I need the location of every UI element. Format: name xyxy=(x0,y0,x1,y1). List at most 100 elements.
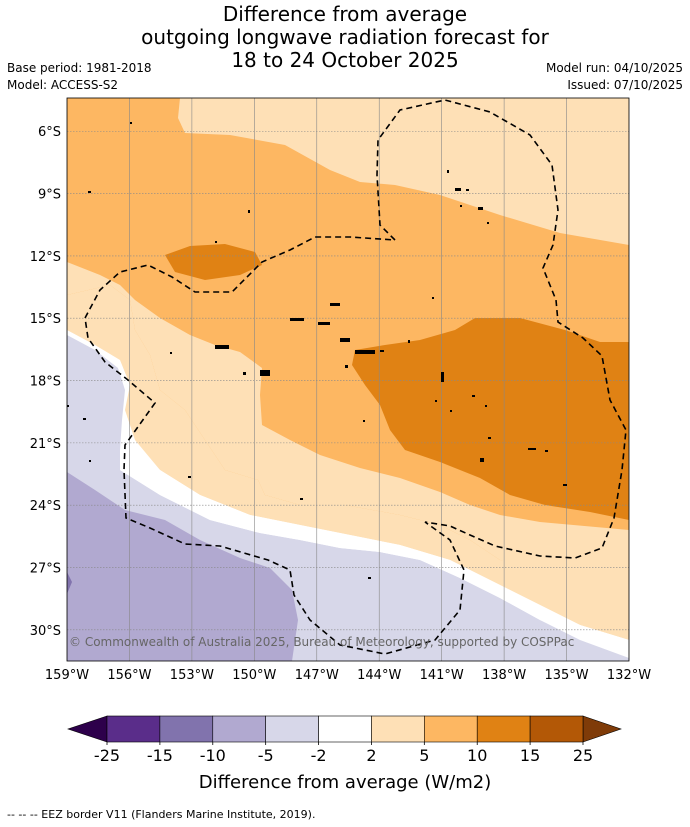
island xyxy=(368,577,371,579)
band-2-to-5-north xyxy=(178,98,629,245)
island xyxy=(130,122,132,124)
colorbar-swatch xyxy=(529,715,584,743)
title-line-1: Difference from average xyxy=(222,2,468,26)
lon-label: 147°W xyxy=(295,668,339,683)
island xyxy=(478,207,483,210)
colorbar-label: Difference from average (W/m2) xyxy=(199,772,491,793)
latitude-axis: 6°S 9°S 12°S 15°S 18°S 21°S 24°S 27°S 30°S xyxy=(30,125,61,639)
island xyxy=(363,420,365,422)
lat-label: 6°S xyxy=(38,125,61,140)
island xyxy=(455,188,461,191)
title-line-2: outgoing longwave radiation forecast for xyxy=(141,25,549,49)
island xyxy=(345,365,348,368)
lat-label: 24°S xyxy=(30,499,61,514)
island xyxy=(480,458,484,462)
colorbar-swatch xyxy=(424,715,478,743)
lat-label: 15°S xyxy=(30,312,61,327)
model-name: Model: ACCESS-S2 xyxy=(7,78,119,92)
band-2-to-5-tongue xyxy=(67,262,629,575)
island xyxy=(545,450,548,452)
lon-label: 150°W xyxy=(232,668,276,683)
model-run: Model run: 04/10/2025 xyxy=(545,61,683,75)
lat-label: 18°S xyxy=(30,375,61,390)
island xyxy=(460,205,462,207)
lat-label: 9°S xyxy=(38,188,61,203)
colorbar-tick-label: -10 xyxy=(200,746,226,765)
island xyxy=(188,476,191,478)
island xyxy=(300,498,303,500)
island xyxy=(243,372,246,375)
island xyxy=(83,418,86,420)
island xyxy=(528,448,536,450)
colorbar-swatch xyxy=(371,715,425,743)
colorbar-under-arrow xyxy=(67,715,108,743)
colorbar-tick-label: 25 xyxy=(573,746,593,765)
island xyxy=(260,370,270,376)
island xyxy=(447,170,449,173)
island xyxy=(441,372,444,382)
island xyxy=(488,437,491,439)
lat-label: 30°S xyxy=(30,624,61,639)
island xyxy=(450,410,452,412)
island xyxy=(318,322,330,325)
island xyxy=(485,405,487,407)
island xyxy=(340,338,350,342)
colorbar-swatch xyxy=(159,715,214,743)
lon-label: 135°W xyxy=(544,668,588,683)
lat-label: 21°S xyxy=(30,437,61,452)
eez-border xyxy=(84,99,627,655)
island xyxy=(170,352,172,354)
island xyxy=(88,191,91,193)
colorbar-tick-label: -25 xyxy=(94,746,120,765)
copyright-notice: © Commonwealth of Australia 2025, Bureau… xyxy=(69,635,574,649)
colorbar-tick-label: 2 xyxy=(366,746,376,765)
colorbar-tick-label: 15 xyxy=(520,746,540,765)
colorbar-tick-label: 5 xyxy=(419,746,429,765)
band-10-to-15-west xyxy=(165,244,262,280)
colorbar-tick-label: -15 xyxy=(147,746,173,765)
graticule xyxy=(67,98,629,661)
islands xyxy=(67,122,567,579)
base-period: Base period: 1981-2018 xyxy=(7,61,152,75)
colorbar-swatch xyxy=(212,715,266,743)
island xyxy=(248,210,250,213)
island xyxy=(355,350,375,354)
title-line-3: 18 to 24 October 2025 xyxy=(231,48,459,72)
lon-label: 156°W xyxy=(107,668,151,683)
map-frame xyxy=(66,97,630,662)
island xyxy=(563,484,567,486)
island xyxy=(435,400,437,402)
colorbar-over-arrow xyxy=(582,715,622,743)
band-minus-10-to-minus-15 xyxy=(67,572,72,594)
lon-label: 159°W xyxy=(45,668,89,683)
island xyxy=(290,318,304,321)
colorbar-tick-label: -5 xyxy=(258,746,274,765)
island xyxy=(466,189,469,191)
eez-legend: -- -- -- EEZ border V11 (Flanders Marine… xyxy=(7,808,316,821)
island xyxy=(330,303,340,306)
colorbar-tick-label: 10 xyxy=(467,746,487,765)
island xyxy=(432,297,434,299)
lat-label: 27°S xyxy=(30,562,61,577)
band-minus-5-to-minus-10 xyxy=(67,472,298,661)
lon-label: 141°W xyxy=(420,668,464,683)
colorbar: -25 -15 -10 -5 -2 2 5 10 15 25 Difference from av… xyxy=(67,715,622,793)
anomaly-map: © Commonwealth of Australia 2025, Bureau… xyxy=(30,97,651,793)
band-neutral-strip xyxy=(120,440,629,652)
island xyxy=(472,395,475,397)
colorbar-swatch xyxy=(106,715,161,743)
lat-label: 12°S xyxy=(30,250,61,265)
island xyxy=(487,222,489,224)
issued-date: Issued: 07/10/2025 xyxy=(567,78,683,92)
island xyxy=(67,405,69,407)
colorbar-swatch xyxy=(476,715,531,743)
colorbar-swatch xyxy=(265,715,319,743)
longitude-axis: 159°W 156°W 153°W 150°W 147°W 144°W 141°W 138°W… xyxy=(45,668,651,683)
island xyxy=(408,340,410,343)
lon-label: 138°W xyxy=(482,668,526,683)
map-plot-area: © Commonwealth of Australia 2025, Bureau… xyxy=(67,98,629,661)
band-10-to-15-east xyxy=(352,318,629,520)
island xyxy=(89,460,91,462)
island xyxy=(215,345,229,349)
island xyxy=(380,350,384,352)
